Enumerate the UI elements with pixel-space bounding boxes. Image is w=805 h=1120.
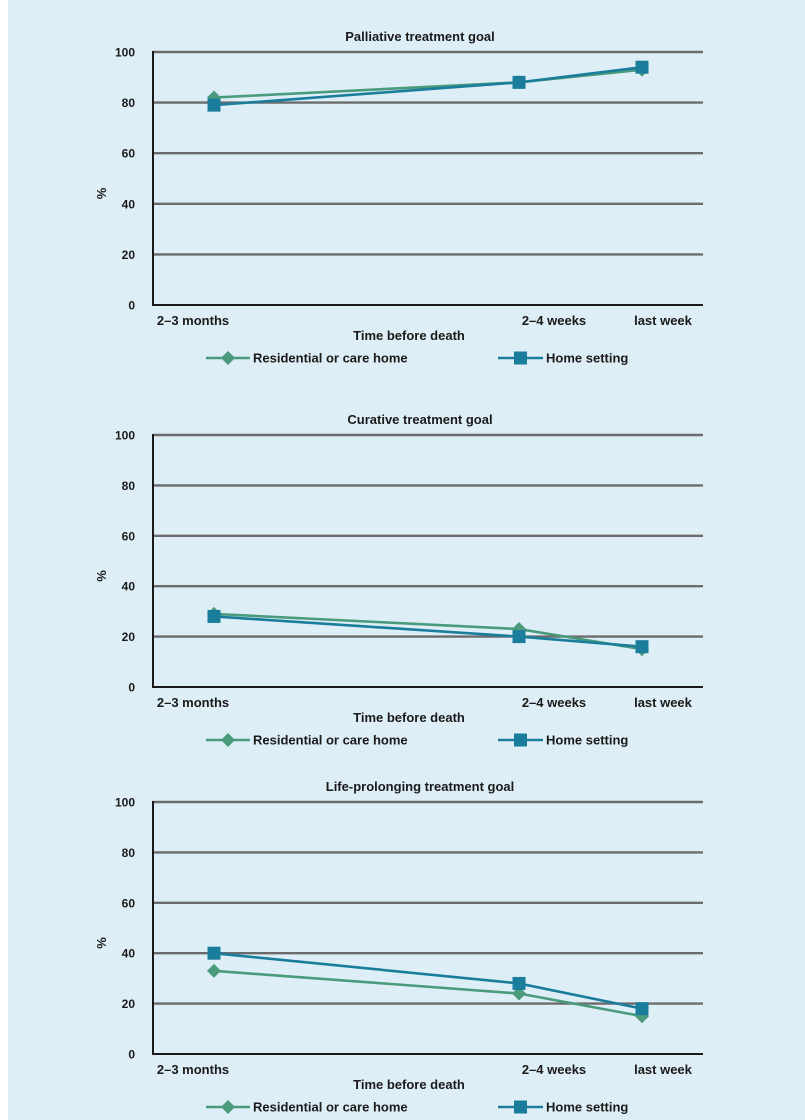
figure: Palliative treatment goal 0 20 40 60 80 100% 2–… bbox=[8, 0, 805, 1120]
x-tick-label: last week bbox=[634, 1062, 693, 1077]
x-tick-label: 2–3 months bbox=[157, 695, 229, 710]
legend-item: Residential or care home bbox=[206, 1100, 408, 1115]
data-point bbox=[207, 946, 221, 960]
data-point bbox=[512, 986, 526, 1001]
series-line bbox=[213, 951, 643, 1010]
data-point bbox=[207, 963, 221, 978]
y-tick-label: 80 bbox=[122, 846, 136, 860]
y-tick-label: 60 bbox=[122, 896, 136, 910]
y-tick-label: 0 bbox=[128, 681, 135, 695]
legend-marker bbox=[514, 1100, 527, 1114]
y-tick-label: 20 bbox=[122, 248, 136, 262]
data-point bbox=[207, 98, 221, 112]
legend-marker bbox=[514, 733, 527, 747]
y-tick-label: 100 bbox=[115, 46, 135, 60]
x-axis-label: Time before death bbox=[353, 710, 465, 725]
y-axis-label: % bbox=[94, 187, 109, 199]
y-tick-label: 0 bbox=[128, 299, 135, 313]
x-tick-label: 2–4 weeks bbox=[522, 1062, 586, 1077]
legend-item: Residential or care home bbox=[206, 733, 408, 748]
data-point bbox=[207, 609, 221, 623]
legend-marker bbox=[221, 351, 235, 365]
chart-panel: Curative treatment goal 0 20 40 60 80 100% 2–3 … bbox=[94, 412, 703, 748]
legend-label: Residential or care home bbox=[253, 1100, 408, 1115]
legend-marker bbox=[514, 351, 527, 365]
y-tick-label: 80 bbox=[122, 479, 136, 493]
x-tick-label: 2–3 months bbox=[157, 1062, 229, 1077]
legend-item: Home setting bbox=[498, 733, 628, 748]
y-tick-label: 40 bbox=[122, 580, 136, 594]
chart-panel: Palliative treatment goal 0 20 40 60 80 100% 2–… bbox=[94, 29, 703, 366]
y-tick-label: 40 bbox=[122, 197, 136, 211]
legend-label: Home setting bbox=[546, 1100, 628, 1115]
y-tick-label: 100 bbox=[115, 429, 135, 443]
data-point bbox=[635, 60, 649, 74]
x-axis-label: Time before death bbox=[353, 328, 465, 343]
chart-panel: Life-prolonging treatment goal 0 20 40 60 80 1… bbox=[94, 779, 703, 1115]
y-tick-label: 20 bbox=[122, 630, 136, 644]
legend-item: Home setting bbox=[498, 351, 628, 366]
legend-marker bbox=[221, 1100, 235, 1114]
x-tick-label: 2–4 weeks bbox=[522, 695, 586, 710]
legend-label: Residential or care home bbox=[253, 733, 408, 748]
data-point bbox=[512, 630, 526, 644]
legend-item: Residential or care home bbox=[206, 351, 408, 366]
y-tick-label: 60 bbox=[122, 529, 136, 543]
y-axis-label: % bbox=[94, 570, 109, 582]
x-tick-label: last week bbox=[634, 695, 693, 710]
charts-svg: Palliative treatment goal 0 20 40 60 80 100% 2–… bbox=[94, 29, 703, 1115]
y-axis-label: % bbox=[94, 937, 109, 949]
y-tick-label: 100 bbox=[115, 796, 135, 810]
x-tick-label: 2–3 months bbox=[157, 313, 229, 328]
y-tick-label: 80 bbox=[122, 96, 136, 110]
legend-label: Home setting bbox=[546, 733, 628, 748]
y-tick-label: 20 bbox=[122, 997, 136, 1011]
x-tick-label: 2–4 weeks bbox=[522, 313, 586, 328]
legend-item: Home setting bbox=[498, 1100, 628, 1115]
chart-title: Palliative treatment goal bbox=[345, 29, 495, 44]
y-tick-label: 40 bbox=[122, 947, 136, 961]
chart-title: Life-prolonging treatment goal bbox=[326, 779, 515, 794]
legend-marker bbox=[221, 733, 235, 747]
series-line bbox=[213, 615, 643, 648]
data-point bbox=[512, 75, 526, 89]
x-tick-label: last week bbox=[634, 313, 693, 328]
data-point bbox=[635, 1002, 649, 1016]
y-tick-label: 0 bbox=[128, 1048, 135, 1062]
x-axis-label: Time before death bbox=[353, 1077, 465, 1092]
legend-label: Home setting bbox=[546, 351, 628, 366]
series-line bbox=[213, 969, 643, 1018]
data-point bbox=[512, 976, 526, 990]
data-point bbox=[635, 640, 649, 654]
y-tick-label: 60 bbox=[122, 147, 136, 161]
chart-title: Curative treatment goal bbox=[347, 412, 492, 427]
legend-label: Residential or care home bbox=[253, 351, 408, 366]
